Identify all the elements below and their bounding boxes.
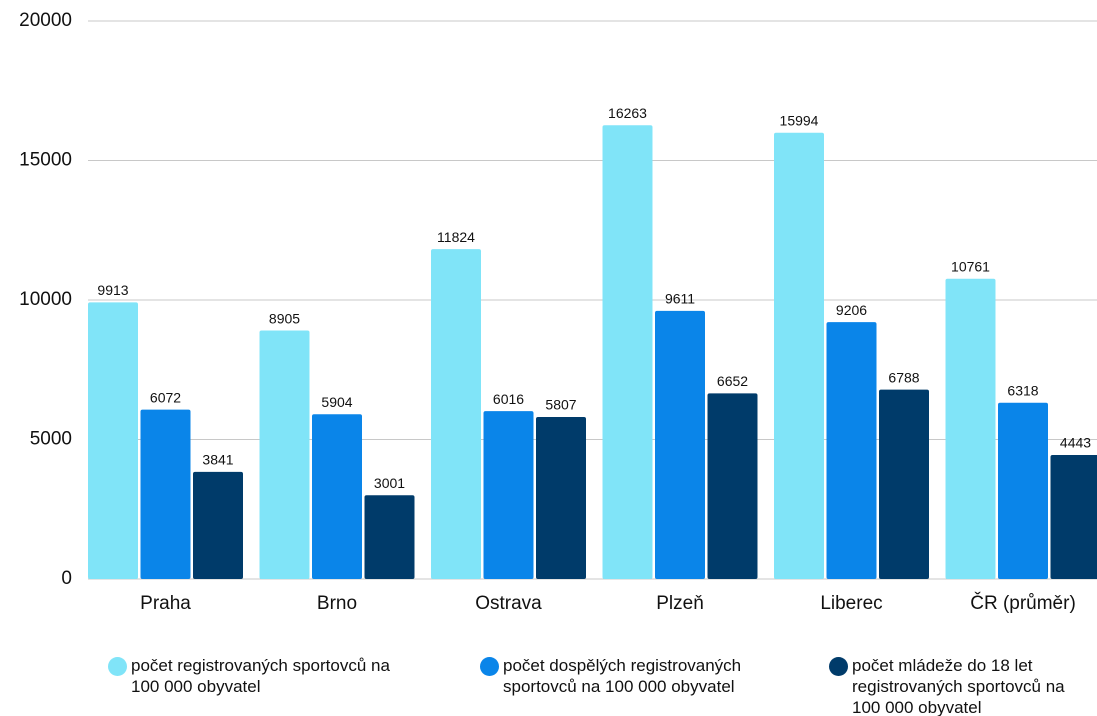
x-tick-label: ČR (průměr) <box>970 592 1076 614</box>
value-label: 10761 <box>951 258 990 274</box>
value-label: 3001 <box>374 475 405 491</box>
legend-label: počet dospělých registrovaných sportovců… <box>503 656 742 696</box>
bar <box>193 471 243 579</box>
legend-item: počet registrovaných sportovců na 100 00… <box>108 655 408 697</box>
bar <box>879 389 929 579</box>
value-label: 16263 <box>608 105 647 121</box>
bar <box>774 132 824 579</box>
x-tick-label: Ostrava <box>475 593 542 614</box>
bar <box>88 302 138 579</box>
value-label: 3841 <box>202 452 233 468</box>
y-tick-label: 0 <box>61 568 72 589</box>
value-label: 6652 <box>717 373 748 389</box>
value-label: 6016 <box>493 391 524 407</box>
bar <box>707 393 758 579</box>
x-tick-label: Plzeň <box>656 593 704 614</box>
value-label: 6318 <box>1007 382 1038 398</box>
bar <box>1050 455 1097 579</box>
x-tick-label: Praha <box>140 593 191 614</box>
legend-item: počet mládeže do 18 let registrovaných s… <box>829 655 1097 716</box>
value-label: 9206 <box>836 302 867 318</box>
bar <box>483 411 534 579</box>
legend-label: počet registrovaných sportovců na 100 00… <box>131 656 390 696</box>
bar <box>431 249 481 579</box>
value-label: 8905 <box>269 310 300 326</box>
value-label: 11824 <box>437 229 475 245</box>
bar <box>655 310 705 579</box>
bar <box>312 414 362 579</box>
x-tick-label: Brno <box>317 593 357 614</box>
value-label: 9913 <box>97 282 128 298</box>
value-label: 6788 <box>888 369 919 385</box>
value-label: 9611 <box>665 291 695 307</box>
value-label: 15994 <box>780 112 819 128</box>
legend-swatch <box>108 657 127 676</box>
value-label: 5807 <box>545 397 576 413</box>
bar <box>602 125 653 579</box>
bar <box>536 416 586 579</box>
value-label: 6072 <box>150 389 181 405</box>
bar <box>998 402 1048 579</box>
bar <box>826 322 877 579</box>
y-tick-label: 15000 <box>19 150 72 171</box>
y-tick-label: 20000 <box>19 10 72 31</box>
bar <box>364 495 415 579</box>
bar <box>945 278 996 579</box>
value-label: 5904 <box>321 394 352 410</box>
legend-label: počet mládeže do 18 let registrovaných s… <box>852 656 1065 716</box>
value-label: 4443 <box>1060 435 1091 451</box>
bar <box>259 330 310 579</box>
x-tick-label: Liberec <box>820 593 882 614</box>
legend-swatch <box>829 657 848 676</box>
y-tick-label: 5000 <box>30 429 72 450</box>
legend-swatch <box>480 657 499 676</box>
y-tick-label: 10000 <box>19 289 72 310</box>
legend-item: počet dospělých registrovaných sportovců… <box>480 655 800 697</box>
bar <box>140 409 191 579</box>
